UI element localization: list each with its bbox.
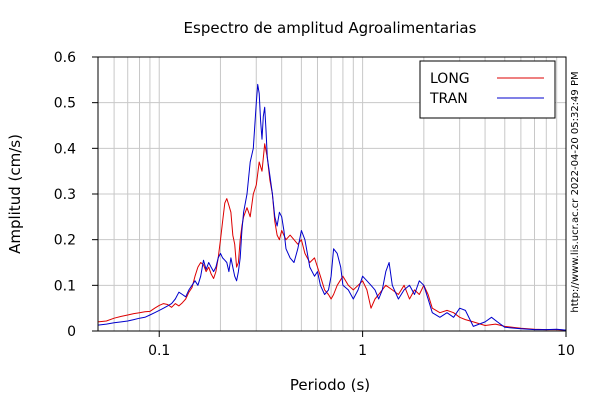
grid-lines [98, 57, 566, 331]
y-tick-label: 0.6 [54, 50, 76, 66]
y-tick-label: 0.1 [54, 278, 76, 294]
legend-label-long: LONG [430, 71, 470, 87]
legend-label-tran: TRAN [429, 91, 468, 107]
y-tick-label: 0 [67, 324, 76, 340]
x-tick-label: 10 [557, 343, 575, 359]
series-lines [97, 83, 567, 331]
y-tick-label: 0.2 [54, 233, 76, 249]
series-line-long [97, 143, 567, 331]
y-axis-label: Amplitud (cm/s) [6, 134, 24, 254]
x-tick-label: 0.1 [148, 343, 170, 359]
x-tick-label: 1 [358, 343, 367, 359]
y-tick-label: 0.5 [54, 96, 76, 112]
legend-box [419, 60, 556, 119]
source-timestamp-note: http://www.lis.ucr.ac.cr 2022-04-20 05:3… [570, 71, 581, 312]
y-axis-ticks: 0 0.1 0.2 0.3 0.4 0.5 0.6 [54, 50, 98, 340]
series-line-tran [97, 83, 567, 331]
x-axis-label: Periodo (s) [290, 376, 370, 394]
chart-title: Espectro de amplitud Agroalimentarias [184, 19, 477, 37]
y-tick-label: 0.3 [54, 187, 76, 203]
y-tick-label: 0.4 [54, 141, 76, 157]
legend: LONG TRAN [419, 60, 556, 119]
x-axis-ticks: 0.1 1 10 [148, 331, 575, 359]
